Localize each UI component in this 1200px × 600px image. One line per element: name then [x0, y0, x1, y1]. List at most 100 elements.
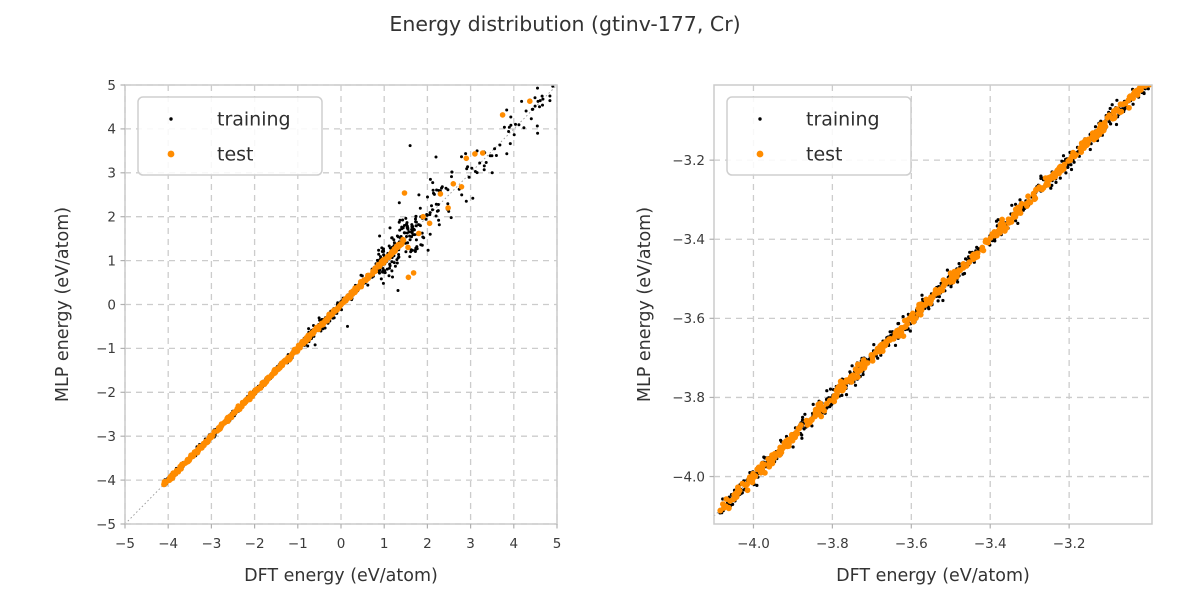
scatter-point-training — [1150, 75, 1153, 78]
scatter-point-training — [1146, 79, 1149, 82]
scatter-point-training — [547, 80, 550, 83]
scatter-points-layer — [717, 75, 1153, 515]
scatter-point-training — [401, 218, 405, 222]
scatter-point-training — [1143, 81, 1146, 84]
scatter-point-test — [771, 455, 778, 461]
scatter-point-training — [514, 122, 517, 126]
scatter-point-test — [819, 404, 826, 411]
scatter-point-training — [791, 445, 795, 449]
scatter-point-training — [1115, 98, 1119, 102]
scatter-point-test — [310, 330, 317, 337]
scatter-point-test — [757, 469, 764, 476]
scatter-point-test — [869, 353, 876, 359]
scatter-point-test — [843, 377, 850, 383]
scatter-point-training — [397, 255, 401, 259]
scatter-point-training — [418, 206, 422, 210]
legend-marker-test — [167, 150, 175, 158]
scatter-point-training — [779, 438, 783, 442]
scatter-point-training — [949, 285, 953, 289]
scatter-point-test — [437, 191, 444, 197]
scatter-point-test — [316, 323, 323, 330]
scatter-point-test — [939, 287, 946, 294]
scatter-point-training — [848, 370, 852, 374]
scatter-point-training — [512, 133, 516, 137]
scatter-point-test — [342, 296, 349, 302]
scatter-point-training — [391, 275, 394, 279]
scatter-point-training — [346, 324, 349, 328]
scatter-point-training — [828, 387, 833, 391]
scatter-point-test — [410, 270, 417, 276]
x-tick-label: −1 — [288, 536, 308, 552]
scatter-point-training — [1014, 202, 1018, 206]
scatter-point-training — [426, 195, 429, 199]
scatter-point-training — [428, 232, 432, 236]
scatter-point-training — [436, 209, 440, 213]
scatter-point-training — [470, 166, 474, 170]
x-tick-label: 2 — [423, 536, 432, 552]
scatter-point-test — [1005, 216, 1012, 223]
scatter-point-test — [376, 263, 383, 269]
y-tick-label: 4 — [107, 122, 116, 138]
scatter-point-training — [430, 204, 433, 208]
scatter-point-test — [1147, 76, 1153, 82]
scatter-point-test — [854, 374, 861, 380]
scatter-point-training — [522, 126, 526, 130]
scatter-point-training — [964, 257, 968, 261]
scatter-point-training — [502, 125, 506, 129]
scatter-point-training — [1140, 80, 1143, 83]
scatter-point-training — [379, 277, 383, 281]
x-tick-label: 3 — [466, 536, 475, 552]
scatter-point-training — [762, 455, 766, 459]
scatter-point-test — [860, 357, 867, 363]
scatter-point-test — [405, 244, 411, 251]
scatter-point-test — [322, 317, 328, 324]
scatter-point-test — [401, 190, 408, 196]
scatter-point-test — [879, 341, 886, 348]
scatter-point-training — [1049, 186, 1053, 190]
scatter-point-training — [1061, 154, 1066, 158]
scatter-point-training — [395, 234, 399, 238]
scatter-point-test — [908, 312, 915, 319]
scatter-point-test — [972, 251, 979, 258]
scatter-point-training — [1110, 103, 1114, 107]
scatter-point-training — [434, 155, 438, 159]
scatter-point-test — [1025, 198, 1032, 205]
scatter-point-training — [1107, 120, 1111, 124]
figure-title: Energy distribution (gtinv-177, Cr) — [389, 12, 741, 36]
scatter-point-training — [536, 131, 540, 135]
scatter-point-training — [414, 217, 417, 221]
scatter-point-training — [417, 193, 421, 197]
scatter-point-training — [1142, 91, 1146, 95]
y-tick-label: −1 — [96, 341, 116, 357]
scatter-point-training — [418, 224, 422, 228]
scatter-point-training — [434, 202, 438, 206]
scatter-point-test — [733, 494, 740, 500]
scatter-point-training — [446, 188, 450, 192]
scatter-point-test — [1061, 161, 1068, 168]
scatter-point-training — [404, 216, 408, 220]
scatter-point-test — [858, 361, 864, 368]
scatter-point-test — [216, 425, 222, 432]
x-axis-label: DFT energy (eV/atom) — [244, 566, 438, 586]
y-tick-label: −3.2 — [672, 153, 705, 169]
scatter-point-test — [1141, 78, 1147, 84]
y-tick-label: 0 — [107, 297, 116, 313]
scatter-point-test — [392, 248, 398, 254]
scatter-point-training — [1039, 176, 1043, 180]
scatter-point-training — [1069, 163, 1073, 167]
scatter-point-test — [759, 465, 766, 471]
scatter-point-training — [488, 154, 492, 158]
scatter-point-training — [509, 115, 513, 119]
scatter-point-training — [498, 143, 502, 147]
scatter-point-test — [1106, 112, 1113, 119]
scatter-point-training — [1069, 167, 1074, 172]
scatter-point-training — [1016, 221, 1020, 225]
scatter-point-training — [538, 99, 542, 103]
scatter-point-training — [313, 343, 317, 347]
scatter-point-training — [1018, 198, 1022, 202]
scatter-point-training — [382, 249, 386, 253]
scatter-point-training — [1147, 77, 1150, 80]
scatter-point-test — [742, 482, 749, 488]
x-tick-label: −2 — [245, 536, 265, 552]
scatter-point-test — [332, 308, 338, 314]
